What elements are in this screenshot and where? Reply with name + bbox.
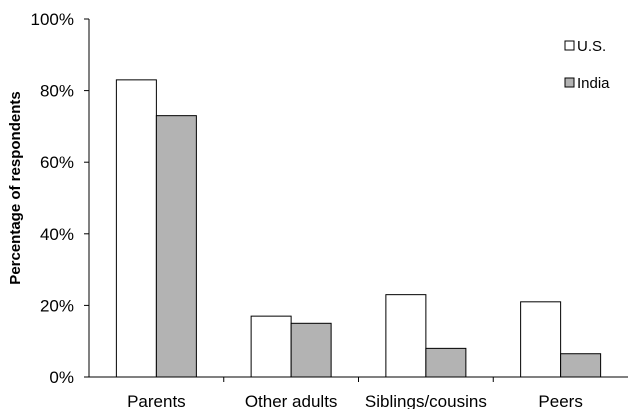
bar-india-other-adults: [290, 322, 332, 378]
y-tick-label: 100%: [31, 10, 74, 29]
y-tick-label: 20%: [40, 296, 74, 315]
legend-swatch: [564, 40, 575, 51]
y-tick-label: 60%: [40, 153, 74, 172]
x-category-label: Other adults: [245, 392, 338, 409]
x-category-label: Parents: [127, 392, 186, 409]
legend-swatch: [564, 77, 575, 88]
x-category-label: Siblings/cousins: [365, 392, 487, 409]
bar-india-parents: [155, 115, 197, 378]
y-ticks: 0% 20% 40% 60% 80% 100%: [31, 10, 89, 387]
legend-label: U.S.: [577, 38, 606, 55]
y-axis-label-group: Percentage of respondents: [7, 91, 24, 284]
legend: U.S. India: [564, 38, 610, 92]
bar-india-siblings-cousins: [425, 347, 467, 378]
bar-india-peers: [560, 353, 602, 378]
x-category-label: Peers: [538, 392, 582, 409]
y-tick-label: 40%: [40, 225, 74, 244]
legend-label: India: [577, 75, 610, 92]
bars: [115, 79, 602, 378]
y-tick-label: 80%: [40, 82, 74, 101]
y-tick-label: 0%: [49, 368, 74, 387]
y-axis-label: Percentage of respondents: [7, 91, 24, 284]
x-categories: Parents Other adults Siblings/cousins Peers: [127, 392, 583, 409]
bar-us-peers: [520, 301, 562, 378]
bar-us-parents: [115, 79, 157, 378]
bar-us-other-adults: [250, 315, 292, 378]
bar-us-siblings-cousins: [385, 294, 427, 378]
